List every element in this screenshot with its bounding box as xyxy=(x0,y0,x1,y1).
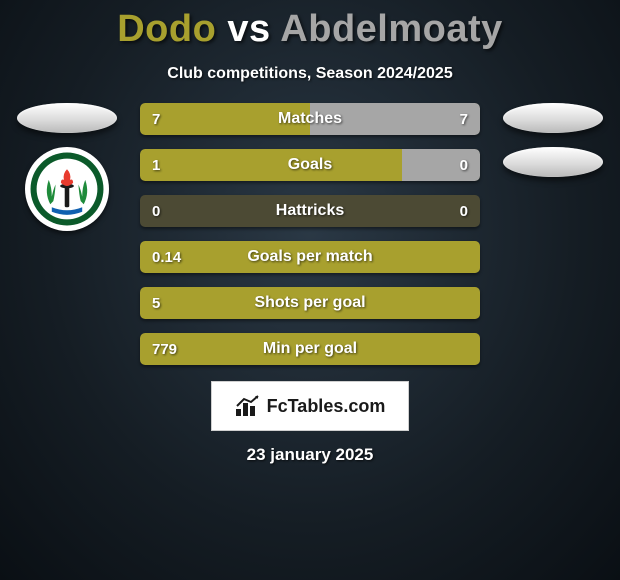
right-player-ellipse-1 xyxy=(503,103,603,133)
right-side-column xyxy=(498,103,608,177)
player1-name: Dodo xyxy=(117,8,216,50)
stat-value-left: 7 xyxy=(152,111,160,128)
stat-row: 7 Matches 7 xyxy=(140,103,480,135)
player2-name: Abdelmoaty xyxy=(280,8,502,50)
fctables-icon xyxy=(235,395,261,417)
stat-value-right: 0 xyxy=(460,157,468,174)
fctables-badge: FcTables.com xyxy=(211,381,409,431)
club-logo-svg xyxy=(29,151,105,227)
stat-label: Matches xyxy=(278,110,342,128)
fctables-text: FcTables.com xyxy=(267,396,386,417)
left-club-logo xyxy=(25,147,109,231)
stat-label: Shots per goal xyxy=(254,294,365,312)
stats-column: 7 Matches 7 1 Goals 0 0 Hattricks 0 0.14 Goals per… xyxy=(140,103,480,365)
stat-row: 5 Shots per goal xyxy=(140,287,480,319)
stat-value-left: 5 xyxy=(152,295,160,312)
stat-value-left: 0.14 xyxy=(152,249,181,266)
stat-bar-left xyxy=(140,149,402,181)
stat-value-left: 779 xyxy=(152,341,177,358)
stat-row: 0 Hattricks 0 xyxy=(140,195,480,227)
left-player-ellipse xyxy=(17,103,117,133)
stat-value-right: 0 xyxy=(460,203,468,220)
vs-text: vs xyxy=(227,8,270,50)
left-side-column xyxy=(12,103,122,231)
stat-label: Goals xyxy=(288,156,332,174)
stat-value-left: 0 xyxy=(152,203,160,220)
stat-bar-right xyxy=(402,149,480,181)
page-title: Dodo vs Abdelmoaty xyxy=(0,0,620,51)
stat-value-right: 7 xyxy=(460,111,468,128)
right-player-ellipse-2 xyxy=(503,147,603,177)
main-content: 7 Matches 7 1 Goals 0 0 Hattricks 0 0.14 Goals per… xyxy=(0,103,620,365)
stat-label: Goals per match xyxy=(247,248,372,266)
stat-row: 1 Goals 0 xyxy=(140,149,480,181)
date-text: 23 january 2025 xyxy=(0,445,620,465)
stat-row: 779 Min per goal xyxy=(140,333,480,365)
stat-label: Min per goal xyxy=(263,340,357,358)
stat-value-left: 1 xyxy=(152,157,160,174)
stat-label: Hattricks xyxy=(276,202,344,220)
subtitle: Club competitions, Season 2024/2025 xyxy=(0,65,620,83)
stat-row: 0.14 Goals per match xyxy=(140,241,480,273)
